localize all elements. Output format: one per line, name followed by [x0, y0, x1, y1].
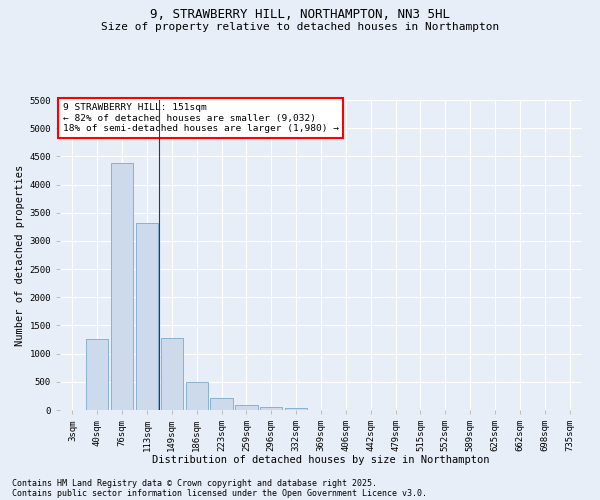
Bar — [235, 405, 257, 410]
Bar — [211, 398, 233, 410]
Bar — [136, 224, 158, 410]
Bar — [111, 163, 133, 410]
Bar — [285, 408, 307, 410]
Bar — [86, 339, 109, 410]
Text: 9, STRAWBERRY HILL, NORTHAMPTON, NN3 5HL: 9, STRAWBERRY HILL, NORTHAMPTON, NN3 5HL — [150, 8, 450, 20]
X-axis label: Distribution of detached houses by size in Northampton: Distribution of detached houses by size … — [152, 456, 490, 466]
Text: Contains public sector information licensed under the Open Government Licence v3: Contains public sector information licen… — [12, 488, 427, 498]
Y-axis label: Number of detached properties: Number of detached properties — [16, 164, 25, 346]
Bar — [161, 338, 183, 410]
Bar — [260, 407, 283, 410]
Text: Contains HM Land Registry data © Crown copyright and database right 2025.: Contains HM Land Registry data © Crown c… — [12, 478, 377, 488]
Text: Size of property relative to detached houses in Northampton: Size of property relative to detached ho… — [101, 22, 499, 32]
Text: 9 STRAWBERRY HILL: 151sqm
← 82% of detached houses are smaller (9,032)
18% of se: 9 STRAWBERRY HILL: 151sqm ← 82% of detac… — [62, 103, 338, 133]
Bar — [185, 382, 208, 410]
